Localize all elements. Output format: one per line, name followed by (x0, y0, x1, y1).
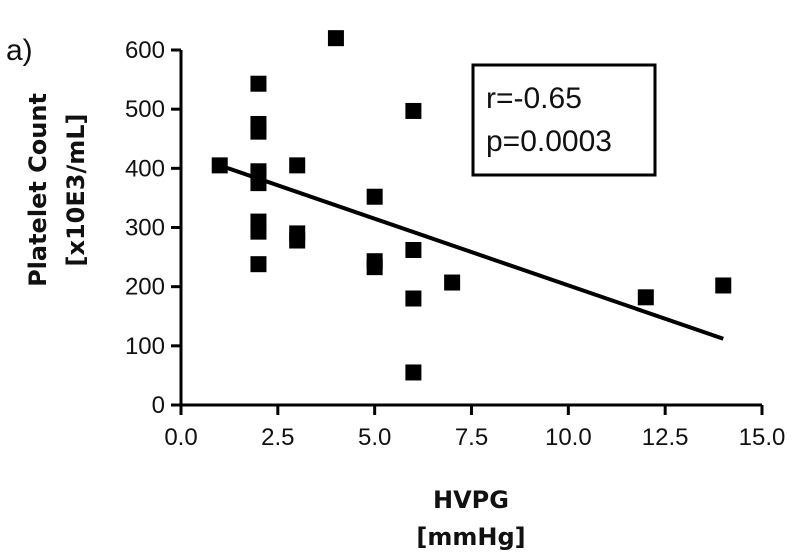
x-ticks: 0.0 2.5 5.0 7.5 10.0 12.5 15.0 (164, 405, 785, 451)
data-point (289, 157, 306, 174)
y-tick-label: 0 (152, 392, 165, 419)
data-point (405, 290, 422, 307)
data-points (211, 30, 732, 381)
panel-label: a) (6, 34, 33, 67)
y-ticks: 0 100 200 300 400 500 600 (125, 37, 181, 419)
x-tick-label: 15.0 (739, 424, 786, 451)
x-axis-title: HVPG (433, 486, 509, 514)
data-point (327, 30, 344, 47)
data-point (405, 102, 422, 119)
data-point (250, 223, 267, 240)
data-point (405, 364, 422, 381)
y-axis-title: Platelet Count (24, 93, 52, 287)
data-point (250, 123, 267, 140)
x-tick-label: 5.0 (358, 424, 391, 451)
y-tick-label: 200 (125, 274, 165, 301)
x-tick-label: 0.0 (164, 424, 197, 451)
y-tick-label: 300 (125, 215, 165, 242)
y-tick-label: 500 (125, 96, 165, 123)
data-point (250, 175, 267, 192)
y-tick-label: 600 (125, 37, 165, 64)
y-axis-unit: [x10E3/mL] (62, 114, 90, 267)
data-point (211, 157, 228, 174)
x-tick-label: 7.5 (455, 424, 488, 451)
data-point (250, 75, 267, 92)
x-tick-label: 2.5 (261, 424, 294, 451)
data-point (715, 277, 732, 294)
data-point (405, 241, 422, 258)
data-point (444, 274, 461, 291)
stats-box (471, 63, 657, 177)
x-tick-label: 12.5 (642, 424, 689, 451)
stat-p: p=0.0003 (486, 125, 612, 158)
data-point (289, 232, 306, 249)
regression-line (219, 163, 724, 341)
y-tick-label: 400 (125, 155, 165, 182)
data-point (366, 188, 383, 205)
data-point (637, 289, 654, 306)
data-point (366, 259, 383, 276)
x-tick-label: 10.0 (545, 424, 592, 451)
data-point (250, 256, 267, 273)
stat-r: r=-0.65 (486, 82, 582, 115)
y-tick-label: 100 (125, 333, 165, 360)
x-axis-unit: [mmHg] (416, 523, 525, 551)
